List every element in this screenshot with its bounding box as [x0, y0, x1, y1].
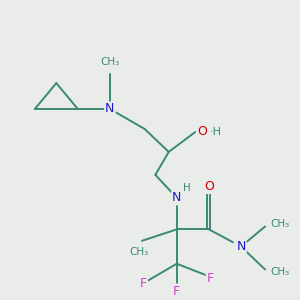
Text: CH₃: CH₃: [130, 247, 149, 257]
Text: ·H: ·H: [210, 127, 222, 137]
Text: O: O: [197, 125, 207, 138]
Text: F: F: [173, 284, 180, 298]
Text: CH₃: CH₃: [271, 267, 290, 278]
Text: N: N: [105, 102, 115, 116]
Text: H: H: [184, 183, 191, 193]
Text: F: F: [207, 272, 214, 285]
Text: N: N: [236, 240, 246, 253]
Text: O: O: [204, 180, 214, 193]
Text: F: F: [140, 277, 147, 290]
Text: CH₃: CH₃: [100, 57, 119, 67]
Text: N: N: [172, 191, 182, 204]
Text: CH₃: CH₃: [271, 219, 290, 229]
